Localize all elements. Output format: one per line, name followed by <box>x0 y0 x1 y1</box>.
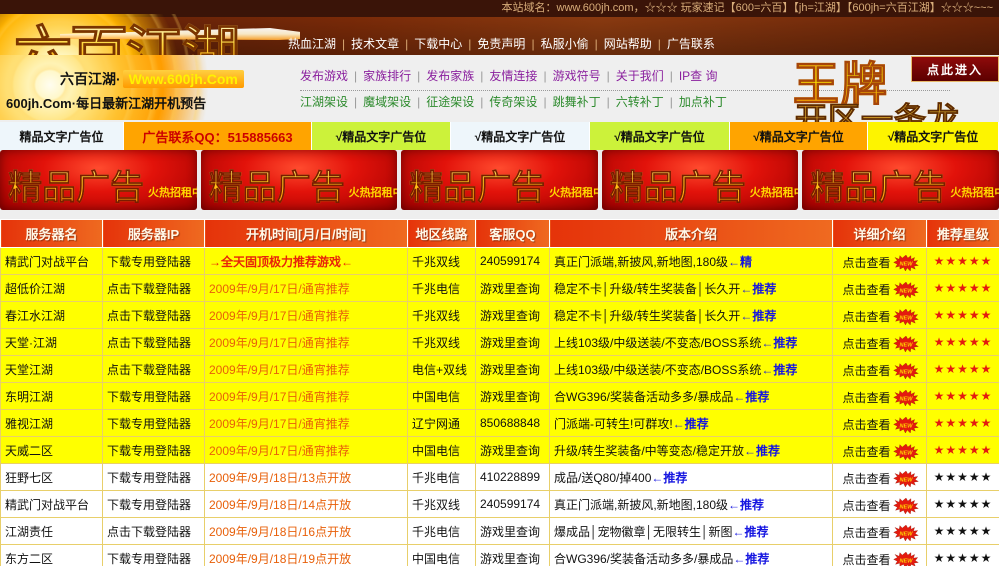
svg-text:NEW: NEW <box>899 396 913 402</box>
svg-text:NEW: NEW <box>899 423 913 429</box>
svg-text:NEW: NEW <box>899 531 913 537</box>
svg-text:NEW: NEW <box>899 450 913 456</box>
svg-text:NEW: NEW <box>899 288 913 294</box>
svg-text:NEW: NEW <box>899 558 913 564</box>
svg-text:NEW: NEW <box>899 315 913 321</box>
svg-text:NEW: NEW <box>899 369 913 375</box>
svg-text:NEW: NEW <box>899 477 913 483</box>
svg-text:NEW: NEW <box>899 504 913 510</box>
svg-text:NEW: NEW <box>899 342 913 348</box>
svg-text:NEW: NEW <box>899 261 913 267</box>
